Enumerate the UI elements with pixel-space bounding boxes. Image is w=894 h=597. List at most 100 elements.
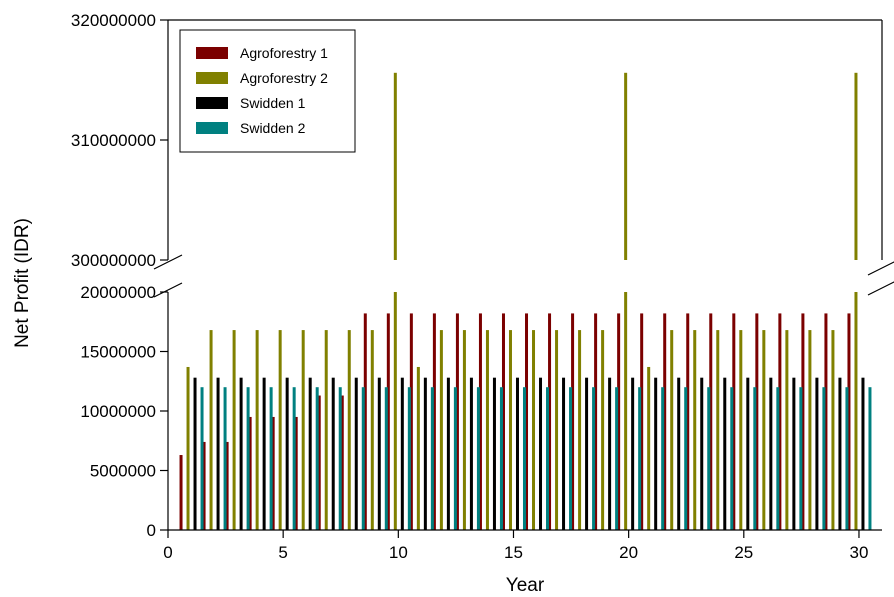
bar-swidden-1-year-6 bbox=[308, 377, 312, 530]
bar-agroforestry-1-year-24 bbox=[709, 313, 713, 530]
bar-agroforestry-2-year-4 bbox=[255, 330, 259, 530]
bar-swidden-1-year-1 bbox=[193, 377, 197, 530]
y-tick-label-lower-2: 10000000 bbox=[80, 402, 156, 421]
bar-agroforestry-1-year-3 bbox=[225, 441, 229, 530]
bar-agroforestry-2-year-12 bbox=[439, 330, 443, 530]
bar-agroforestry-1-year-18 bbox=[571, 313, 575, 530]
bar-swidden-1-year-8 bbox=[354, 377, 358, 530]
legend-label-swidden-2: Swidden 2 bbox=[240, 120, 306, 136]
bar-agroforestry-2-year-14 bbox=[485, 330, 489, 530]
bar-agroforestry-2-year-21 bbox=[647, 366, 651, 530]
bar-swidden-1-year-26 bbox=[769, 377, 773, 530]
bar-agroforestry-2-year-25 bbox=[739, 330, 743, 530]
bar-swidden-2-year-19 bbox=[615, 387, 619, 530]
bar-agroforestry-1-year-27 bbox=[778, 313, 782, 530]
bar-swidden-1-year-14 bbox=[492, 377, 496, 530]
bar-agroforestry-2-year-3 bbox=[232, 330, 236, 530]
bar-agroforestry-1-year-4 bbox=[248, 416, 252, 530]
bar-agroforestry-1-year-9 bbox=[363, 313, 367, 530]
bar-agroforestry-1-year-17 bbox=[548, 313, 552, 530]
legend: Agroforestry 1 Agroforestry 2 Swidden 1 Swi… bbox=[179, 29, 356, 153]
bar-swidden-2-year-14 bbox=[499, 387, 503, 530]
bar-agroforestry-2-year-17 bbox=[555, 330, 559, 530]
bar-agroforestry-2-year-30-upper bbox=[854, 72, 858, 260]
bar-agroforestry-2-year-20-upper bbox=[624, 72, 628, 260]
bar-swidden-2-year-4 bbox=[269, 387, 273, 530]
axes-layer bbox=[153, 19, 894, 531]
y-tick-label-lower-4: 20000000 bbox=[80, 283, 156, 302]
bar-swidden-1-year-21 bbox=[654, 377, 658, 530]
axis-break-mark-left-top bbox=[153, 254, 183, 270]
y-tick-label-lower-0: 0 bbox=[147, 521, 156, 540]
bar-swidden-1-year-15 bbox=[515, 377, 519, 530]
bar-swidden-1-year-9 bbox=[377, 377, 381, 530]
bar-swidden-2-year-3 bbox=[246, 387, 250, 530]
y-tick-label-upper-0: 300000000 bbox=[71, 251, 156, 270]
bar-swidden-2-year-25 bbox=[753, 387, 757, 530]
bar-swidden-1-year-23 bbox=[700, 377, 704, 530]
bar-swidden-1-year-19 bbox=[608, 377, 612, 530]
bar-swidden-2-year-13 bbox=[476, 387, 480, 530]
bar-swidden-1-year-10 bbox=[400, 377, 404, 530]
x-tick-label-10: 10 bbox=[389, 543, 408, 562]
bar-swidden-2-year-1 bbox=[200, 387, 204, 530]
bar-agroforestry-2-year-6 bbox=[301, 330, 305, 530]
bar-agroforestry-2-year-28 bbox=[808, 330, 812, 530]
bar-swidden-2-year-17 bbox=[569, 387, 573, 530]
bar-swidden-2-year-23 bbox=[707, 387, 711, 530]
bar-swidden-1-year-2 bbox=[216, 377, 220, 530]
y-tick-label-upper-1: 310000000 bbox=[71, 131, 156, 150]
bar-swidden-1-year-11 bbox=[423, 377, 427, 530]
legend-swatch-swidden-1 bbox=[196, 97, 228, 109]
bar-swidden-1-year-4 bbox=[262, 377, 266, 530]
bar-swidden-1-year-20 bbox=[631, 377, 635, 530]
y-tick-label-lower-1: 5000000 bbox=[90, 462, 156, 481]
legend-label-agroforestry-2: Agroforestry 2 bbox=[240, 70, 328, 86]
bar-agroforestry-2-year-24 bbox=[716, 330, 720, 530]
bar-agroforestry-2-year-18 bbox=[578, 330, 582, 530]
bar-swidden-1-year-30 bbox=[861, 377, 865, 530]
ticks-layer: 0 5000000 10000000 15000000 20000000 30000000… bbox=[71, 11, 869, 562]
bar-agroforestry-2-year-7 bbox=[324, 330, 328, 530]
bar-agroforestry-1-year-11 bbox=[409, 313, 413, 530]
bar-swidden-1-year-25 bbox=[746, 377, 750, 530]
y-tick-label-lower-3: 15000000 bbox=[80, 343, 156, 362]
bar-swidden-1-year-17 bbox=[562, 377, 566, 530]
bar-agroforestry-1-year-5 bbox=[271, 416, 275, 530]
bar-agroforestry-1-year-25 bbox=[732, 313, 736, 530]
axis-break-mark-right-bottom bbox=[867, 281, 894, 296]
bar-agroforestry-2-year-5 bbox=[278, 330, 282, 530]
bar-swidden-1-year-18 bbox=[585, 377, 589, 530]
bar-swidden-2-year-29 bbox=[845, 387, 849, 530]
bar-swidden-1-year-13 bbox=[469, 377, 473, 530]
bar-agroforestry-1-year-22 bbox=[663, 313, 667, 530]
bar-agroforestry-2-year-11 bbox=[416, 366, 420, 530]
bar-swidden-2-year-11 bbox=[430, 387, 434, 530]
bar-swidden-1-year-12 bbox=[446, 377, 450, 530]
bar-agroforestry-2-year-20-lower bbox=[624, 292, 628, 530]
bar-agroforestry-2-year-26 bbox=[762, 330, 766, 530]
bars-layer bbox=[179, 72, 872, 530]
x-tick-label-0: 0 bbox=[163, 543, 172, 562]
bar-swidden-2-year-7 bbox=[338, 387, 342, 530]
bar-swidden-2-year-18 bbox=[592, 387, 596, 530]
bar-agroforestry-2-year-1 bbox=[186, 366, 190, 530]
bar-swidden-2-year-21 bbox=[661, 387, 665, 530]
bar-swidden-2-year-10 bbox=[407, 387, 411, 530]
bar-agroforestry-2-year-22 bbox=[670, 330, 674, 530]
bar-swidden-2-year-27 bbox=[799, 387, 803, 530]
bar-swidden-2-year-24 bbox=[730, 387, 734, 530]
bar-swidden-1-year-7 bbox=[331, 377, 335, 530]
bar-agroforestry-1-year-21 bbox=[640, 313, 644, 530]
legend-swatch-swidden-2 bbox=[196, 122, 228, 134]
axis-break-mark-right-top bbox=[867, 261, 894, 276]
bar-swidden-1-year-27 bbox=[792, 377, 796, 530]
bar-swidden-2-year-5 bbox=[292, 387, 296, 530]
bar-agroforestry-1-year-2 bbox=[202, 441, 206, 530]
legend-label-swidden-1: Swidden 1 bbox=[240, 95, 306, 111]
bar-agroforestry-2-year-27 bbox=[785, 330, 789, 530]
bar-agroforestry-2-year-29 bbox=[831, 330, 835, 530]
bar-swidden-2-year-8 bbox=[361, 387, 365, 530]
bar-agroforestry-1-year-15 bbox=[501, 313, 505, 530]
bar-agroforestry-1-year-7 bbox=[317, 395, 321, 530]
